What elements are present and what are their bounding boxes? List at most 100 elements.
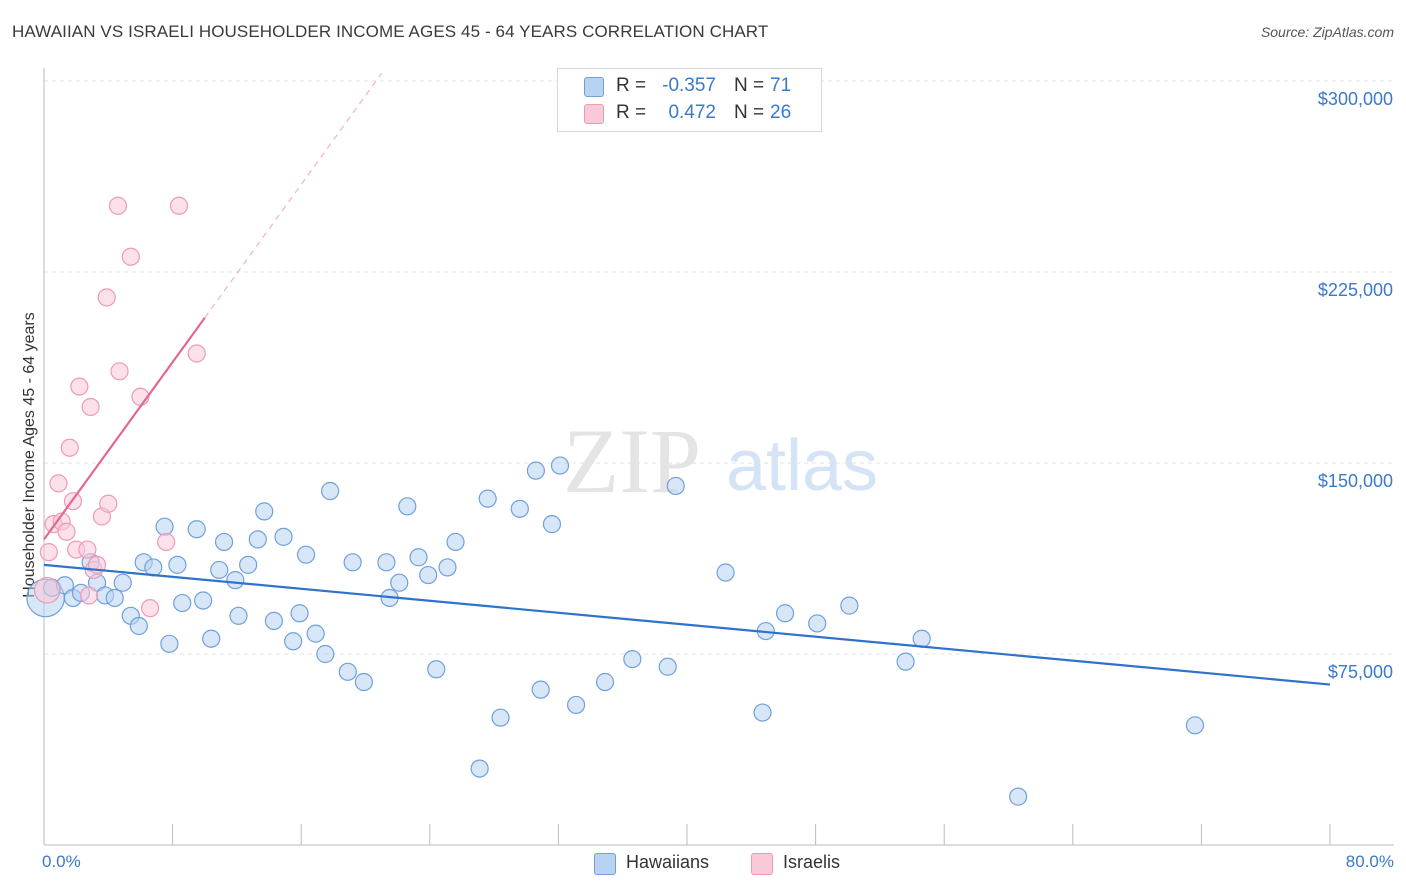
- data-point: [202, 629, 221, 648]
- data-point: [39, 543, 58, 562]
- data-point: [550, 456, 570, 475]
- data-point: [1009, 787, 1028, 806]
- data-point: [343, 553, 362, 572]
- data-point: [478, 489, 497, 508]
- axes: [43, 68, 1394, 846]
- data-point: [753, 703, 772, 722]
- data-point: [229, 606, 248, 625]
- data-point: [157, 532, 176, 552]
- trend-line-israelis: [43, 317, 206, 541]
- data-point: [377, 553, 396, 572]
- data-point: [290, 604, 309, 623]
- data-point: [840, 596, 859, 615]
- data-point: [666, 476, 685, 496]
- data-point: [79, 586, 99, 605]
- data-point: [121, 247, 140, 266]
- data-point: [57, 522, 76, 541]
- data-point: [284, 632, 303, 651]
- data-point: [60, 438, 79, 457]
- legend-swatch-blue: [584, 77, 604, 97]
- data-point: [214, 532, 234, 552]
- data-point: [187, 344, 206, 363]
- y-tick-label: $225,000: [1318, 280, 1393, 300]
- data-point: [491, 708, 510, 727]
- data-point: [398, 497, 417, 516]
- data-point: [194, 591, 213, 610]
- data-point: [99, 494, 118, 513]
- data-point: [155, 517, 174, 536]
- data-point: [78, 540, 97, 559]
- n-value: 71: [770, 75, 792, 96]
- series-legend: Hawaiians Israelis: [0, 852, 1406, 876]
- y-tick-label: $75,000: [1328, 662, 1393, 682]
- data-point: [306, 624, 325, 643]
- data-point: [338, 662, 357, 681]
- data-point: [255, 502, 274, 521]
- hawaiians-swatch: [594, 853, 616, 875]
- legend-swatch-pink: [584, 104, 604, 124]
- data-point: [912, 629, 931, 648]
- data-point: [173, 593, 192, 613]
- y-tick-labels: $75,000 $150,000 $225,000 $300,000: [1318, 89, 1393, 682]
- trend-line-hawaiians: [43, 563, 1331, 686]
- data-point: [316, 644, 335, 664]
- x-tick-min: 0.0%: [42, 852, 81, 871]
- series-israelis: [33, 196, 206, 618]
- data-point: [808, 614, 827, 633]
- data-point: [321, 481, 340, 501]
- data-point: [248, 530, 267, 549]
- data-point: [105, 588, 124, 608]
- trend-lines: [43, 73, 1331, 686]
- data-point: [1185, 716, 1205, 735]
- r-label: R =: [616, 102, 647, 123]
- data-point: [595, 672, 615, 692]
- data-point: [70, 377, 89, 396]
- data-point: [896, 652, 915, 671]
- data-point: [264, 611, 283, 630]
- watermark-atlas: atlas: [726, 426, 878, 506]
- data-point: [658, 657, 677, 676]
- data-point: [566, 695, 586, 715]
- stats-legend: R = -0.357 N = 71 R = 0.472 N = 26: [557, 68, 822, 132]
- data-point: [390, 573, 409, 592]
- data-point: [144, 558, 163, 577]
- data-point: [140, 599, 160, 618]
- r-label: R =: [616, 75, 647, 96]
- data-point: [542, 515, 562, 534]
- data-point: [110, 362, 129, 381]
- data-point: [49, 474, 68, 493]
- data-point: [409, 548, 428, 567]
- data-point: [296, 545, 316, 564]
- n-label: N =: [734, 75, 765, 96]
- data-point: [427, 660, 446, 679]
- data-point: [354, 672, 373, 692]
- n-label: N =: [734, 102, 765, 123]
- data-point: [470, 759, 489, 778]
- trend-extension-israelis: [204, 73, 383, 319]
- data-point: [108, 196, 128, 215]
- watermark-zip: ZIP: [563, 410, 701, 512]
- data-point: [33, 576, 61, 604]
- data-point: [113, 573, 132, 592]
- data-point: [210, 560, 229, 580]
- y-tick-label: $300,000: [1318, 89, 1393, 109]
- source-credit: Source: ZipAtlas.com: [1260, 24, 1394, 40]
- watermark: ZIP atlas: [563, 410, 878, 512]
- data-point: [510, 499, 529, 518]
- y-tick-label: $150,000: [1318, 471, 1393, 491]
- n-value: 26: [770, 102, 792, 123]
- israelis-swatch: [751, 853, 773, 875]
- data-point: [187, 520, 206, 539]
- data-point: [446, 532, 465, 552]
- data-point: [623, 649, 642, 669]
- data-point: [526, 461, 545, 480]
- data-point: [419, 565, 438, 585]
- data-point: [97, 288, 116, 307]
- data-point: [274, 527, 293, 546]
- data-point: [716, 563, 735, 582]
- data-point: [169, 196, 189, 215]
- data-point: [129, 616, 148, 636]
- r-value: -0.357: [662, 75, 716, 96]
- data-point: [531, 680, 550, 699]
